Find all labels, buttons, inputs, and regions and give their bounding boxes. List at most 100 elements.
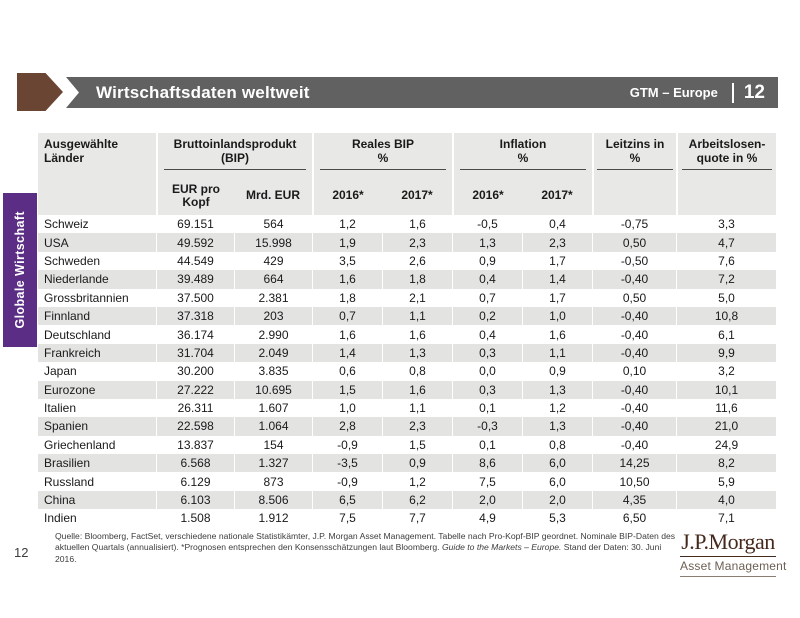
value-cell: 6,1 bbox=[676, 325, 776, 344]
value-cell: 22.598 bbox=[156, 417, 234, 436]
value-cell: 2,1 bbox=[382, 288, 452, 307]
footnote-italic-title: Guide to the Markets – Europe. bbox=[441, 542, 562, 553]
value-cell: 15.998 bbox=[234, 233, 312, 252]
value-cell: 21,0 bbox=[676, 417, 776, 436]
value-cell: 24,9 bbox=[676, 435, 776, 455]
value-cell: 0,50 bbox=[592, 288, 676, 307]
value-cell: 7,6 bbox=[676, 251, 776, 271]
gtm-page-number: 12 bbox=[743, 81, 765, 103]
value-cell: 0,10 bbox=[592, 362, 676, 381]
banner-arrow-icon bbox=[17, 73, 63, 111]
subheader-inflation-2017: 2017* bbox=[541, 188, 573, 203]
value-cell: 1.912 bbox=[234, 509, 312, 528]
value-cell: 6.103 bbox=[156, 490, 234, 510]
value-cell: 1.327 bbox=[234, 454, 312, 473]
subheader-blank bbox=[592, 181, 676, 215]
value-cell: 2,0 bbox=[522, 490, 592, 510]
table-row: Russland 6.129 873 -0,9 1,2 7,5 6,0 10,50 5,9 bbox=[38, 472, 776, 491]
value-cell: 0,4 bbox=[452, 325, 522, 344]
subheader-bip-2016: 2016* bbox=[312, 181, 382, 215]
value-cell: 1,4 bbox=[312, 343, 382, 363]
value-cell: 0,7 bbox=[312, 306, 382, 326]
page-number: 12 bbox=[14, 545, 29, 560]
value-cell: 1,3 bbox=[452, 233, 522, 252]
value-cell: 5,0 bbox=[676, 288, 776, 307]
col-group-bip: Bruttoinlandsprodukt (BIP) bbox=[156, 133, 312, 181]
value-cell: 8,6 bbox=[452, 454, 522, 473]
value-cell: 14,25 bbox=[592, 454, 676, 473]
value-cell: -0,5 bbox=[452, 215, 522, 234]
table-row: Niederlande 39.489 664 1,6 1,8 0,4 1,4 -0,40 7,2 bbox=[38, 270, 776, 289]
value-cell: 2,6 bbox=[382, 251, 452, 271]
value-cell: 1,1 bbox=[522, 343, 592, 363]
value-cell: 39.489 bbox=[156, 270, 234, 289]
table-row: Indien 1.508 1.912 7,5 7,7 4,9 5,3 6,50 7,1 bbox=[38, 509, 776, 528]
table-subheader-row: EUR pro Kopf Mrd. EUR 2016* 2017* 2016* … bbox=[38, 181, 776, 215]
value-cell: 2.049 bbox=[234, 343, 312, 363]
value-cell: -0,40 bbox=[592, 343, 676, 363]
value-cell: 2.381 bbox=[234, 288, 312, 307]
subheader-bip-2017: 2017* bbox=[401, 188, 433, 203]
footnote-date: Stand der Daten: 30. Juni 2016. bbox=[55, 542, 662, 564]
table-row: Italien 26.311 1.607 1,0 1,1 0,1 1,2 -0,40 11,6 bbox=[38, 398, 776, 418]
section-tab-label: Globale Wirtschaft bbox=[13, 211, 27, 329]
value-cell: 2,3 bbox=[382, 417, 452, 436]
value-cell: 0,4 bbox=[452, 270, 522, 289]
value-cell: 1.508 bbox=[156, 509, 234, 528]
value-cell: 1,6 bbox=[312, 325, 382, 344]
value-cell: 0,9 bbox=[382, 454, 452, 473]
country-cell: Indien bbox=[44, 511, 77, 526]
value-cell: 0,50 bbox=[592, 233, 676, 252]
value-cell: 873 bbox=[234, 472, 312, 491]
value-cell: 2,3 bbox=[382, 233, 452, 252]
value-cell: 1,6 bbox=[382, 380, 452, 399]
table-row: Grossbritannien 37.500 2.381 1,8 2,1 0,7 1,7 0,… bbox=[38, 288, 776, 307]
value-cell: 1,0 bbox=[522, 306, 592, 326]
table-row: Frankreich 31.704 2.049 1,4 1,3 0,3 1,1 -0,40 9,… bbox=[38, 343, 776, 363]
value-cell: 1,1 bbox=[382, 398, 452, 418]
value-cell: 0,8 bbox=[382, 362, 452, 381]
value-cell: 0,9 bbox=[522, 362, 592, 381]
value-cell: 0,9 bbox=[452, 251, 522, 271]
col-group-reales-bip: Reales BIP % bbox=[312, 133, 452, 181]
value-cell: 2.990 bbox=[234, 325, 312, 344]
page-title: Wirtschaftsdaten weltweit bbox=[96, 82, 310, 102]
value-cell: 429 bbox=[234, 251, 312, 271]
value-cell: 10,50 bbox=[592, 472, 676, 491]
country-cell: USA bbox=[44, 235, 69, 250]
table-row: USA 49.592 15.998 1,9 2,3 1,3 2,3 0,50 4,7 bbox=[38, 233, 776, 252]
value-cell: 1,6 bbox=[382, 325, 452, 344]
value-cell: 26.311 bbox=[156, 398, 234, 418]
value-cell: 6.568 bbox=[156, 454, 234, 473]
value-cell: 0,8 bbox=[522, 435, 592, 455]
value-cell: 44.549 bbox=[156, 251, 234, 271]
group-underline bbox=[319, 168, 447, 170]
table-row: Griechenland 13.837 154 -0,9 1,5 0,1 0,8 -0,40 2… bbox=[38, 435, 776, 455]
value-cell: 6,5 bbox=[312, 490, 382, 510]
value-cell: 4,9 bbox=[452, 509, 522, 528]
value-cell: 31.704 bbox=[156, 343, 234, 363]
group-underline bbox=[681, 168, 773, 170]
value-cell: 664 bbox=[234, 270, 312, 289]
value-cell: 1,7 bbox=[522, 288, 592, 307]
section-tab-globale-wirtschaft: Globale Wirtschaft bbox=[3, 193, 37, 347]
value-cell: 1.607 bbox=[234, 398, 312, 418]
value-cell: -0,75 bbox=[592, 215, 676, 234]
value-cell: -0,40 bbox=[592, 398, 676, 418]
country-cell: Deutschland bbox=[44, 327, 111, 342]
banner-bar: Wirtschaftsdaten weltweit GTM – Europe 1… bbox=[66, 77, 778, 108]
value-cell: 3,3 bbox=[676, 215, 776, 234]
value-cell: 0,6 bbox=[312, 362, 382, 381]
footnote-text: Quelle: Bloomberg, FactSet, verschiedene… bbox=[55, 531, 676, 553]
country-cell: Eurozone bbox=[44, 382, 96, 397]
value-cell: 7,2 bbox=[676, 270, 776, 289]
value-cell: 1.064 bbox=[234, 417, 312, 436]
table-body: Schweiz 69.151 564 1,2 1,6 -0,5 0,4 -0,75 3,3 USA… bbox=[38, 215, 776, 528]
gtm-label: GTM – Europe bbox=[629, 85, 718, 100]
group-underline bbox=[459, 168, 587, 170]
value-cell: 0,1 bbox=[452, 435, 522, 455]
value-cell: 0,3 bbox=[452, 343, 522, 363]
value-cell: 1,1 bbox=[382, 306, 452, 326]
value-cell: -0,40 bbox=[592, 270, 676, 289]
value-cell: 7,1 bbox=[676, 509, 776, 528]
